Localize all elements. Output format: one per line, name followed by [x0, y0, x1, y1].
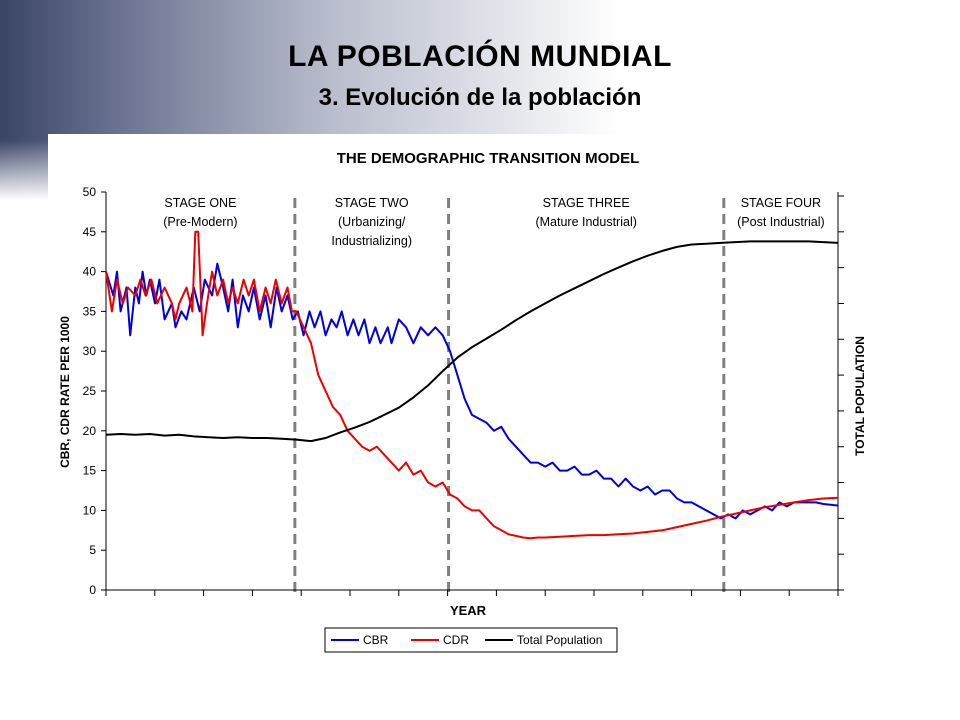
stage-layer: STAGE ONE (Pre-Modern) STAGE TWO (Urbanizin… — [163, 196, 825, 596]
y-tick-label: 25 — [83, 384, 97, 398]
y-tick-label: 15 — [83, 464, 97, 478]
y-tick-label: 35 — [83, 304, 97, 318]
y-tick-label: 30 — [83, 344, 97, 358]
demographic-chart: THE DEMOGRAPHIC TRANSITION MODEL STAGE O… — [58, 150, 867, 653]
y2-axis-label: TOTAL POPULATION — [853, 336, 867, 456]
stage-name-label: STAGE THREE — [543, 196, 630, 210]
y-tick-label: 5 — [89, 543, 96, 557]
legend-label-cbr: CBR — [363, 633, 389, 647]
stage-desc-label: (Pre-Modern) — [163, 215, 237, 229]
y-tick-label: 10 — [83, 503, 97, 517]
chart-title: THE DEMOGRAPHIC TRANSITION MODEL — [337, 150, 640, 167]
series-line-cdr — [105, 230, 839, 540]
chart-panel: THE DEMOGRAPHIC TRANSITION MODEL STAGE O… — [48, 134, 912, 706]
stage-desc-label: (Post Industrial) — [737, 215, 825, 229]
stage-desc-label: (Mature Industrial) — [535, 215, 636, 229]
y-tick-label: 0 — [89, 583, 96, 597]
chart-legend: CBR CDR Total Population — [324, 627, 618, 653]
legend-label-total-population: Total Population — [517, 633, 602, 647]
y-tick-label: 20 — [83, 424, 97, 438]
slide-title: LA POBLACIÓN MUNDIAL — [288, 40, 672, 73]
x-axis-label: YEAR — [450, 603, 487, 618]
stage-name-label: STAGE ONE — [164, 196, 236, 210]
y-tick-label: 45 — [83, 225, 97, 239]
slide-subtitle: 3. Evolución de la población — [318, 84, 642, 111]
series-layer — [105, 230, 839, 540]
y-tick-label: 50 — [83, 185, 97, 199]
stage-desc-label: (Urbanizing/ — [338, 215, 406, 229]
y-tick-label: 40 — [83, 265, 97, 279]
series-line-total-population — [105, 240, 839, 443]
stage-desc-label-2: Industrializing) — [331, 234, 412, 248]
series-line-cbr — [105, 262, 839, 520]
axis-layer: 0 5 10 15 20 25 30 35 40 45 50 — [83, 185, 844, 597]
y-axis-label: CBR, CDR RATE PER 1000 — [58, 316, 72, 468]
stage-name-label: STAGE FOUR — [741, 196, 821, 210]
legend-label-cdr: CDR — [443, 633, 469, 647]
legend-box — [324, 627, 618, 653]
stage-name-label: STAGE TWO — [335, 196, 409, 210]
